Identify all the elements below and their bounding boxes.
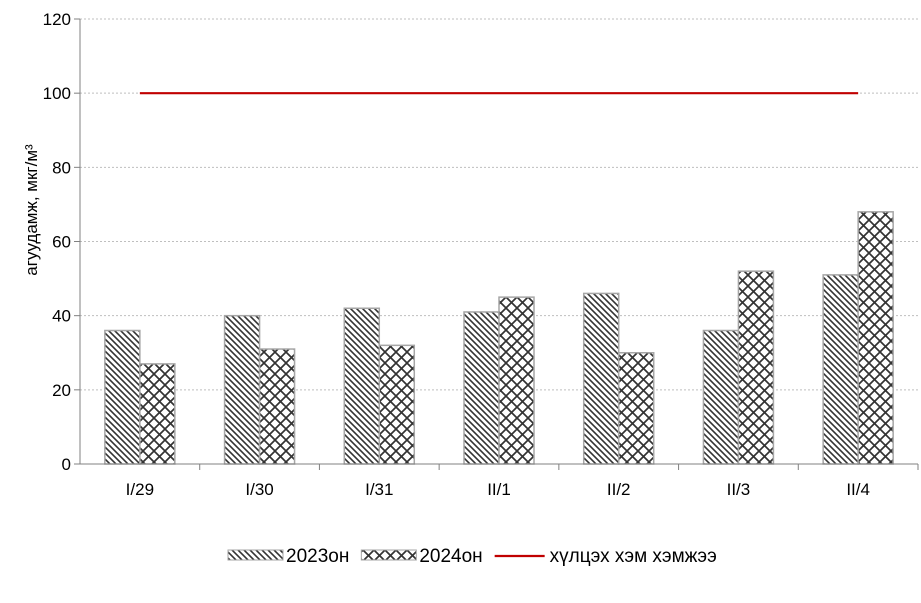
legend-label: 2024он <box>419 546 482 567</box>
y-tick-label: 20 <box>52 381 71 400</box>
bar-series-1 <box>582 292 620 465</box>
x-tick-label: II/4 <box>846 480 870 499</box>
x-tick-label: I/31 <box>365 480 393 499</box>
bar-series-2 <box>737 270 775 465</box>
bar-series-1 <box>463 311 500 465</box>
x-tick-label: I/29 <box>126 480 154 499</box>
bar-series-2 <box>617 352 655 465</box>
bar-series-1 <box>343 307 381 465</box>
legend-label: 2023он <box>286 546 349 567</box>
y-tick-label: 120 <box>43 10 71 29</box>
y-tick-label: 0 <box>62 455 71 474</box>
bar-series-2 <box>139 363 176 465</box>
bar-series-1 <box>223 314 261 465</box>
y-axis-label: агуудамж, мкг/м³ <box>22 144 41 276</box>
legend-swatch <box>227 549 284 561</box>
legend: 2023он 2024он хүлцэх хэм хэмжээ <box>227 546 717 567</box>
bar-series-1 <box>702 329 740 465</box>
y-tick-label: 60 <box>52 233 71 252</box>
y-tick-label: 80 <box>52 158 71 177</box>
bars <box>104 211 894 465</box>
legend-label: хүлцэх хэм хэмжээ <box>550 546 717 567</box>
x-tick-label: II/1 <box>487 480 511 499</box>
x-tick-label: I/30 <box>245 480 273 499</box>
y-tick-label: 40 <box>52 307 71 326</box>
bar-series-2 <box>498 296 535 465</box>
bar-series-1 <box>104 329 141 465</box>
x-tick-label: II/3 <box>727 480 751 499</box>
y-tick-label: 100 <box>43 84 71 103</box>
x-tick-label: II/2 <box>607 480 631 499</box>
axes: 0 20 40 60 80 100 120 I/29 I/30 I/31 II/1 II/2 II/3 I… <box>43 10 919 499</box>
bar-series-1 <box>822 274 859 465</box>
bar-series-2 <box>258 348 296 465</box>
bar-series-2 <box>378 344 416 465</box>
legend-swatch <box>360 549 417 561</box>
bar-series-2 <box>857 211 894 465</box>
